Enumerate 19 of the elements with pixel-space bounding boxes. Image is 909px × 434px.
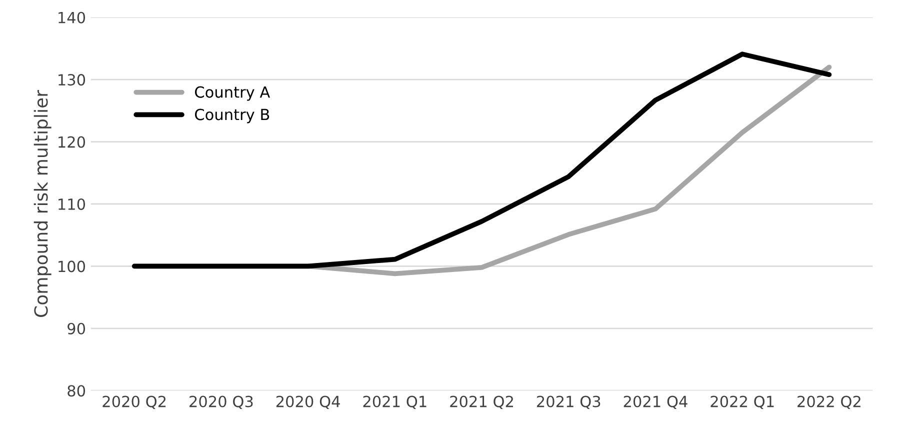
x-tick-label: 2021 Q2 xyxy=(450,396,513,410)
x-tick-label: 2021 Q1 xyxy=(363,396,426,410)
x-tick-label: 2021 Q4 xyxy=(624,396,688,410)
y-tick-label: 100 xyxy=(58,260,86,272)
y-tick-label: 120 xyxy=(58,136,86,148)
y-tick-label: 80 xyxy=(68,385,86,397)
x-tick-label: 2020 Q4 xyxy=(276,396,340,410)
x-tick-label: 2021 Q3 xyxy=(537,396,600,410)
x-tick-label: 2020 Q3 xyxy=(190,396,253,410)
y-axis-title: Compound risk multiplier xyxy=(34,90,52,317)
x-tick-label: 2020 Q2 xyxy=(102,396,166,410)
y-tick-label: 130 xyxy=(58,74,86,86)
legend-label: Country B xyxy=(195,108,270,124)
x-tick-label: 2022 Q2 xyxy=(798,396,860,410)
x-tick-label: 2022 Q1 xyxy=(710,396,774,410)
y-tick-label: 90 xyxy=(68,322,86,334)
y-tick-label: 140 xyxy=(58,12,86,24)
y-tick-label: 110 xyxy=(58,198,86,210)
legend-label: Country A xyxy=(195,86,270,101)
